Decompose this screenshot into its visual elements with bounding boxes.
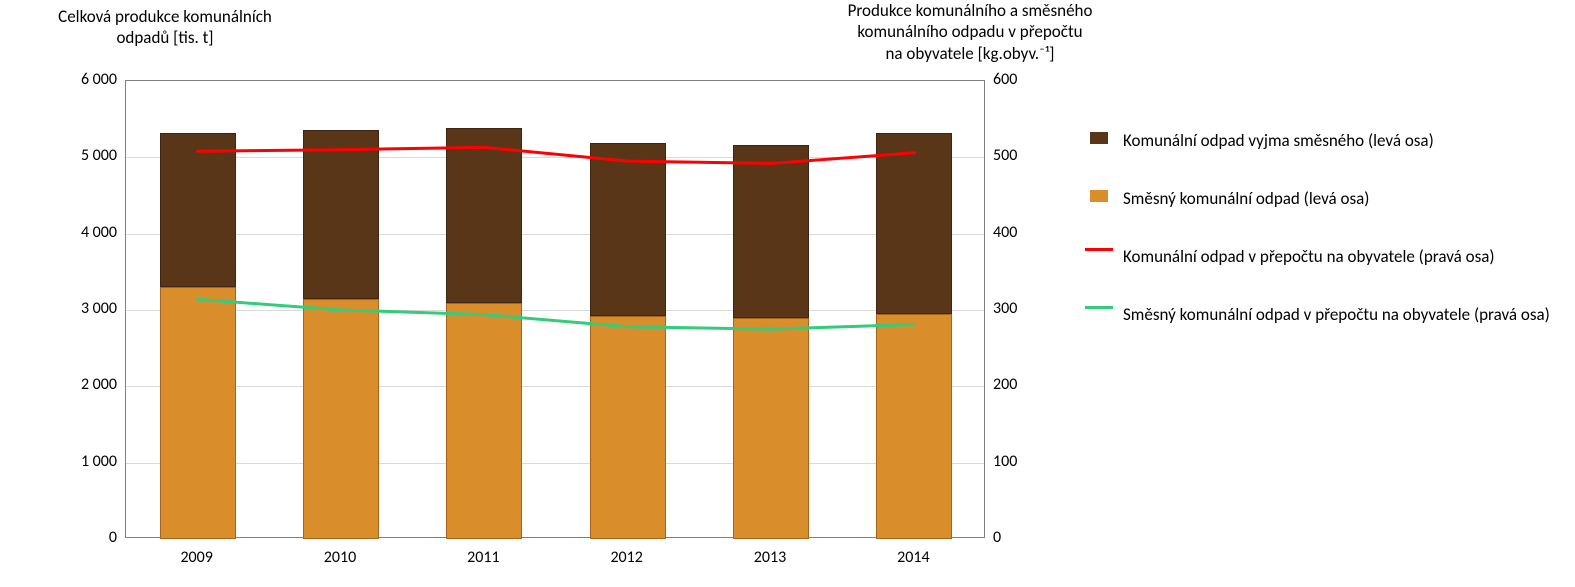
- chart-legend: Komunální odpad vyjma směsného (levá osa…: [1085, 130, 1550, 362]
- legend-label: Směsný komunální odpad v přepočtu na oby…: [1123, 304, 1550, 326]
- y-axis-left-label: 5 000: [81, 146, 117, 165]
- y-axis-left-label: 4 000: [81, 223, 117, 242]
- chart-lines: [126, 81, 986, 539]
- y-axis-right-label: 100: [993, 452, 1017, 471]
- y-axis-left-label: 0: [109, 528, 117, 547]
- legend-label: Směsný komunální odpad (levá osa): [1123, 188, 1369, 210]
- legend-label: Komunální odpad vyjma směsného (levá osa…: [1123, 130, 1434, 152]
- right-axis-title: Produkce komunálního a směsného komunáln…: [800, 0, 1140, 64]
- y-axis-right-label: 600: [993, 70, 1017, 89]
- legend-swatch-box: [1085, 190, 1113, 202]
- legend-swatch-line: [1085, 248, 1113, 251]
- y-axis-right-label: 0: [993, 528, 1001, 547]
- legend-item: Komunální odpad v přepočtu na obyvatele …: [1085, 246, 1550, 268]
- legend-item: Směsný komunální odpad (levá osa): [1085, 188, 1550, 210]
- legend-item: Komunální odpad vyjma směsného (levá osa…: [1085, 130, 1550, 152]
- x-axis-label: 2011: [467, 548, 499, 567]
- y-axis-right-label: 500: [993, 146, 1017, 165]
- y-axis-right-label: 400: [993, 223, 1017, 242]
- x-axis-label: 2014: [897, 548, 929, 567]
- line-komunalni_per_capita: [198, 147, 915, 163]
- x-axis-label: 2010: [324, 548, 356, 567]
- y-axis-left-label: 3 000: [81, 299, 117, 318]
- x-axis-label: 2009: [180, 548, 212, 567]
- y-axis-left-label: 2 000: [81, 375, 117, 394]
- y-axis-left-label: 6 000: [81, 70, 117, 89]
- y-axis-right-label: 200: [993, 375, 1017, 394]
- y-axis-left-label: 1 000: [81, 452, 117, 471]
- legend-swatch-line: [1085, 306, 1113, 309]
- line-smesny_per_capita: [198, 299, 915, 329]
- chart-plot-area: [125, 80, 985, 538]
- legend-swatch-box: [1085, 132, 1113, 144]
- x-axis-label: 2012: [610, 548, 642, 567]
- y-axis-right-label: 300: [993, 299, 1017, 318]
- legend-item: Směsný komunální odpad v přepočtu na oby…: [1085, 304, 1550, 326]
- x-axis-label: 2013: [754, 548, 786, 567]
- legend-label: Komunální odpad v přepočtu na obyvatele …: [1123, 246, 1495, 268]
- left-axis-title: Celková produkce komunálních odpadů [tis…: [15, 6, 315, 49]
